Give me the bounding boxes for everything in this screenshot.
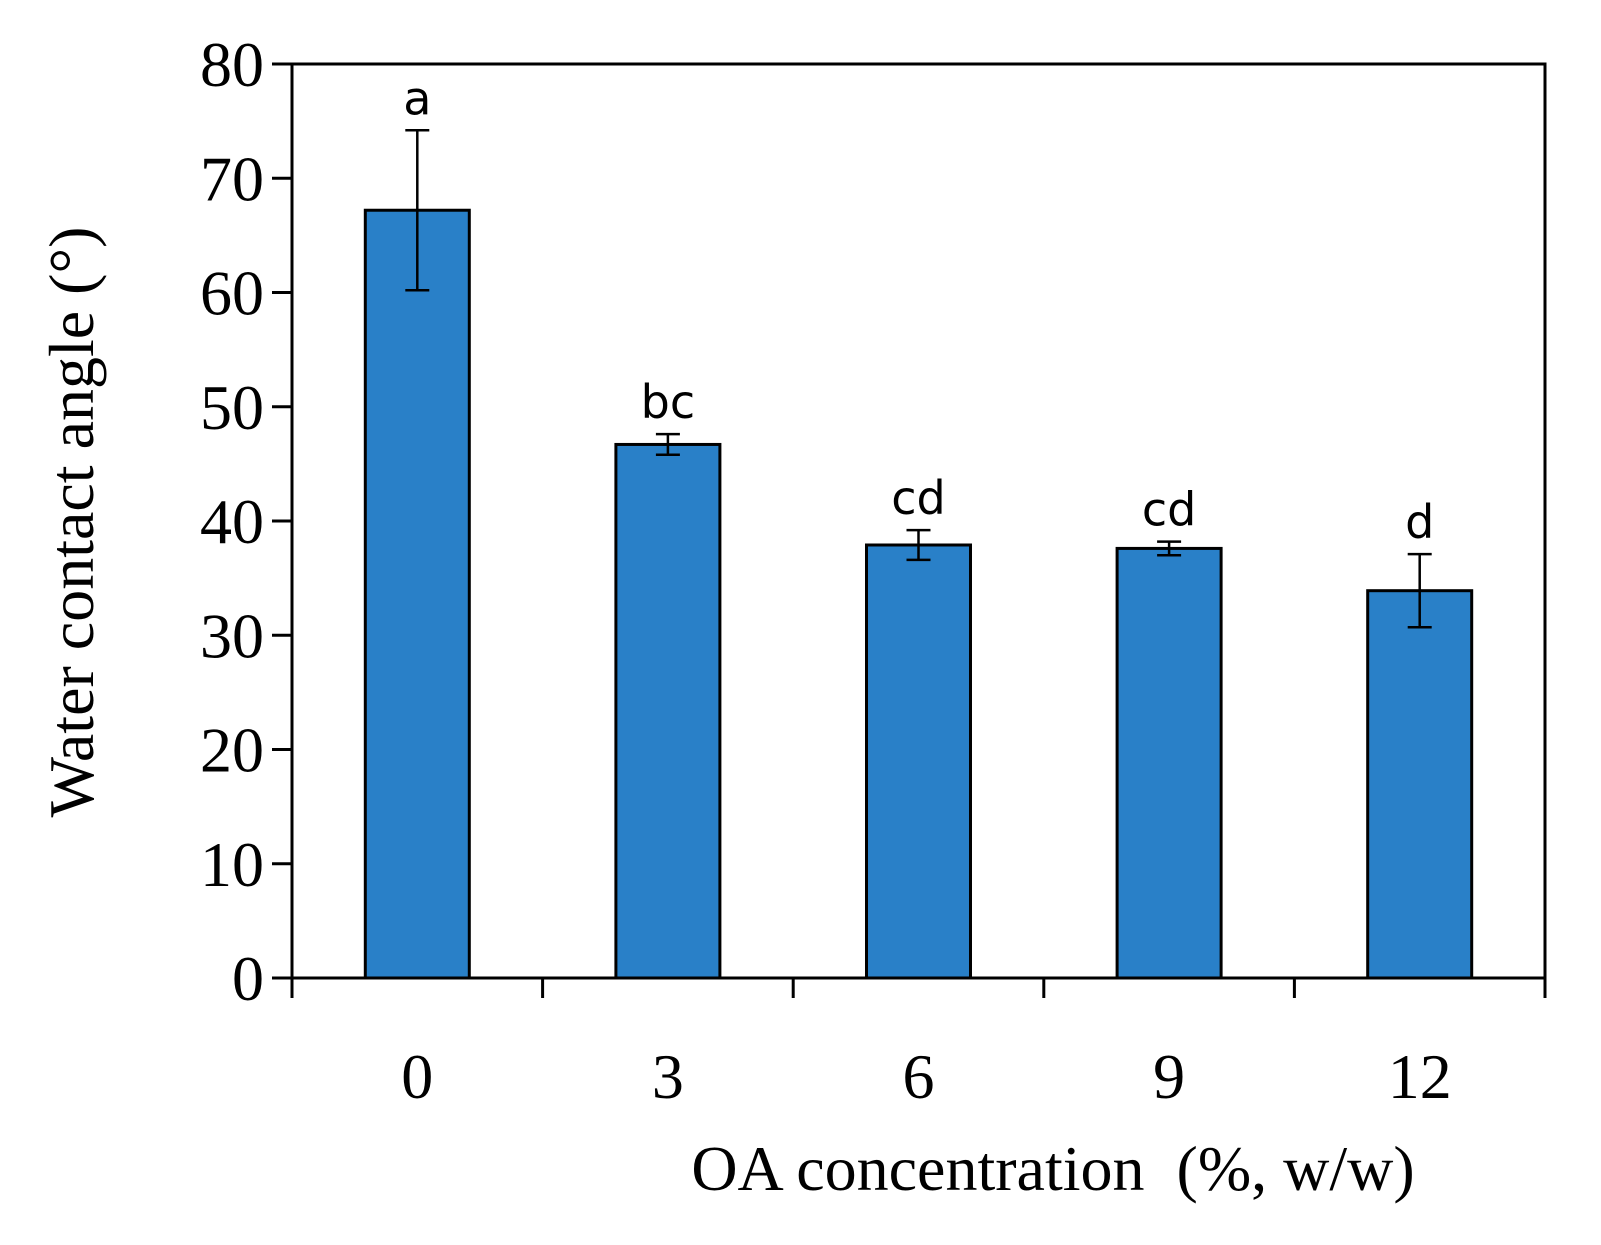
- bar-3: [614, 442, 722, 980]
- bar-9: [1115, 546, 1223, 980]
- y-axis-ticks: 0 10 20 30 40 50 60 70 80: [200, 29, 292, 1014]
- y-tick-label: 40: [200, 486, 264, 557]
- bar-6: [865, 543, 972, 980]
- significance-label: bc: [641, 375, 696, 429]
- x-tick-label: 0: [401, 1041, 433, 1112]
- significance-label: a: [403, 71, 431, 125]
- x-tick-label: 12: [1388, 1041, 1452, 1112]
- x-axis-ticks: 0 3 6 9 12: [290, 978, 1547, 1112]
- y-tick-label: 70: [200, 143, 264, 214]
- y-tick-label: 30: [200, 600, 264, 671]
- y-tick-label: 50: [200, 372, 264, 443]
- bar-12: [1366, 589, 1474, 980]
- significance-labels: a bc cd cd d: [403, 71, 1434, 549]
- x-axis-title: OA concentration (%, w/w): [691, 1133, 1414, 1204]
- x-tick-label: 9: [1153, 1041, 1185, 1112]
- x-tick-label: 6: [903, 1041, 935, 1112]
- bar-0: [363, 208, 471, 980]
- y-tick-label: 80: [200, 29, 264, 100]
- significance-label: cd: [891, 471, 946, 525]
- y-axis-title: Water contact angle (°): [36, 227, 107, 818]
- significance-label: cd: [1142, 483, 1197, 537]
- bars: [363, 208, 1474, 980]
- y-tick-label: 60: [200, 258, 264, 329]
- significance-label: d: [1405, 495, 1434, 549]
- y-tick-label: 20: [200, 715, 264, 786]
- error-bars: [405, 129, 1432, 629]
- y-tick-label: 10: [200, 829, 264, 900]
- x-tick-label: 3: [652, 1041, 684, 1112]
- y-tick-label: 0: [232, 943, 264, 1014]
